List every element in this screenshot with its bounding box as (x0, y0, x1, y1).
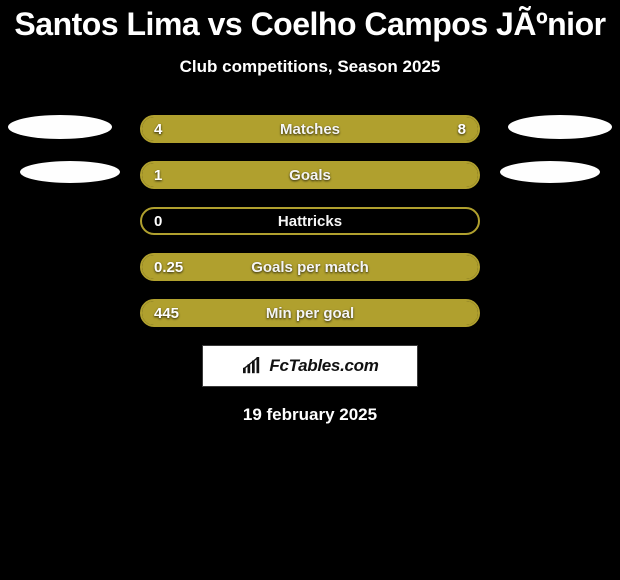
stat-bar: 48Matches (140, 115, 480, 143)
stat-label: Goals per match (142, 255, 478, 279)
page-subtitle: Club competitions, Season 2025 (0, 57, 620, 77)
player-ellipse-right (500, 161, 600, 183)
stat-label: Min per goal (142, 301, 478, 325)
player-ellipse-left (8, 115, 112, 139)
player-ellipse-right (508, 115, 612, 139)
brand-text: FcTables.com (269, 356, 378, 376)
stat-label: Hattricks (142, 209, 478, 233)
stat-row: 0Hattricks (0, 207, 620, 235)
date-label: 19 february 2025 (0, 405, 620, 425)
stat-bar: 445Min per goal (140, 299, 480, 327)
stats-container: 48Matches 1Goals 0Hattricks 0.25Goals per m… (0, 115, 620, 327)
stat-row: 48Matches (0, 115, 620, 143)
stat-bar: 0Hattricks (140, 207, 480, 235)
stat-label: Goals (142, 163, 478, 187)
brand-box[interactable]: FcTables.com (202, 345, 418, 387)
stat-row: 0.25Goals per match (0, 253, 620, 281)
chart-icon (241, 357, 263, 375)
stat-label: Matches (142, 117, 478, 141)
stat-row: 1Goals (0, 161, 620, 189)
stat-row: 445Min per goal (0, 299, 620, 327)
player-ellipse-left (20, 161, 120, 183)
stat-bar: 0.25Goals per match (140, 253, 480, 281)
stat-bar: 1Goals (140, 161, 480, 189)
page-title: Santos Lima vs Coelho Campos JÃºnior (0, 0, 620, 43)
